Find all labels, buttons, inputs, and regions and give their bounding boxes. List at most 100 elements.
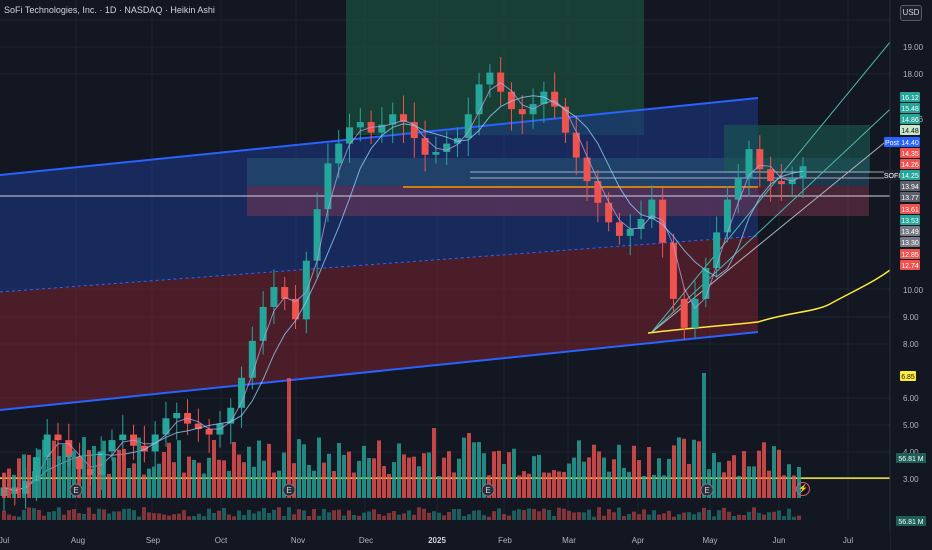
- indicator-bar: [52, 511, 56, 520]
- volume-bar: [352, 472, 356, 498]
- volume-bar: [542, 472, 546, 498]
- volume-bar: [792, 475, 796, 498]
- indicator-bar: [737, 514, 741, 520]
- volume-bar: [262, 460, 266, 498]
- price-tag: 13.53: [900, 215, 920, 225]
- indicator-bar: [572, 512, 576, 520]
- candle-body: [637, 219, 645, 230]
- candle-body: [680, 298, 688, 328]
- indicator-bar: [712, 516, 716, 520]
- indicator-bar: [707, 509, 711, 520]
- indicator-bar: [622, 516, 626, 520]
- price-tag-text: 15.48: [901, 106, 919, 113]
- indicator-bar: [32, 508, 36, 520]
- indicator-bar: [112, 511, 116, 520]
- price-tag: 16.12: [900, 92, 920, 102]
- indicator-bar: [662, 513, 666, 520]
- indicator-bar: [792, 516, 796, 520]
- volume-bar: [787, 464, 791, 498]
- indicator-bar: [612, 512, 616, 520]
- earnings-label: E: [73, 486, 78, 495]
- candle-body: [551, 91, 559, 107]
- candle-body: [777, 181, 785, 185]
- indicator-bar: [507, 515, 511, 520]
- time-tick: Jul: [843, 536, 853, 545]
- indicator-bar: [657, 514, 661, 520]
- volume-bar: [122, 448, 126, 498]
- earnings-label: E: [485, 486, 490, 495]
- volume-bar: [467, 433, 471, 498]
- volume-bar: [67, 454, 71, 498]
- volume-bar: [737, 475, 741, 498]
- volume-bar: [662, 475, 666, 498]
- volume-bar: [317, 437, 321, 498]
- channel-lower-line: [0, 331, 759, 411]
- indicator-bar: [557, 507, 561, 520]
- volume-bar: [397, 443, 401, 498]
- volume-bar: [212, 439, 216, 498]
- volume-bar: [237, 454, 241, 498]
- indicator-bar: [72, 509, 76, 520]
- volume-bar: [232, 441, 236, 498]
- indicator-bar: [287, 507, 291, 520]
- time-tick: Dec: [359, 536, 373, 545]
- price-tag: SOFI: [884, 170, 900, 180]
- indicator-bar: [107, 513, 111, 520]
- time-tick: Feb: [498, 536, 512, 545]
- price-tag-bg: [900, 237, 920, 247]
- indicator-bar: [417, 507, 421, 520]
- volume-bar: [697, 441, 701, 498]
- price-tag-text: 14.48: [901, 128, 919, 135]
- indicator-bar: [607, 509, 611, 520]
- volume-bar: [522, 471, 526, 498]
- indicator-bar: [77, 513, 81, 520]
- volume-bar: [307, 464, 311, 498]
- indicator-bar: [482, 515, 486, 520]
- indicator-bar: [337, 509, 341, 520]
- earnings-icon: E: [481, 483, 495, 497]
- volume-bar: [312, 470, 316, 498]
- volume-bar: [767, 470, 771, 498]
- indicator-bar: [137, 516, 141, 520]
- time-tick: 2025: [428, 536, 446, 545]
- indicator-bar: [447, 511, 451, 520]
- candle-body: [734, 178, 742, 200]
- volume-bar: [677, 437, 681, 498]
- volume-bar: [32, 471, 36, 498]
- indicator-bar: [397, 514, 401, 520]
- indicator-bar: [162, 514, 166, 520]
- indicator-bar: [702, 507, 706, 520]
- volume-tag: 56.81 M: [896, 453, 926, 463]
- candle-body: [205, 429, 213, 435]
- candle-body: [162, 418, 170, 435]
- indicator-bar: [602, 515, 606, 520]
- volume-bar: [782, 475, 786, 498]
- price-tag-text: 13.61: [901, 207, 919, 214]
- volume-bar: [602, 457, 606, 498]
- volume-bar: [127, 467, 131, 498]
- volume-bar: [622, 467, 626, 498]
- volume-bar: [22, 454, 26, 498]
- price-tag: 12.74: [900, 260, 920, 270]
- indicator-bar: [647, 514, 651, 520]
- indicator-bar: [167, 515, 171, 520]
- indicator-bar: [497, 508, 501, 520]
- volume-bar: [177, 440, 181, 498]
- price-tag-bg: [900, 137, 920, 147]
- volume-bar: [217, 459, 221, 498]
- price-tick: 10.00: [903, 286, 924, 295]
- volume-bar: [432, 428, 436, 498]
- currency-button[interactable]: USD: [900, 5, 922, 21]
- volume-bar: [267, 443, 271, 498]
- candle-body: [475, 84, 483, 115]
- volume-bar: [227, 470, 231, 498]
- candle-body: [723, 199, 731, 233]
- indicator-bar: [632, 511, 636, 520]
- indicator-bar: [297, 509, 301, 520]
- volume-bar: [162, 452, 166, 498]
- price-tag-text: 14.86: [901, 117, 919, 124]
- volume-bar: [302, 444, 306, 498]
- indicator-bar: [47, 511, 51, 520]
- candles: [0, 57, 807, 512]
